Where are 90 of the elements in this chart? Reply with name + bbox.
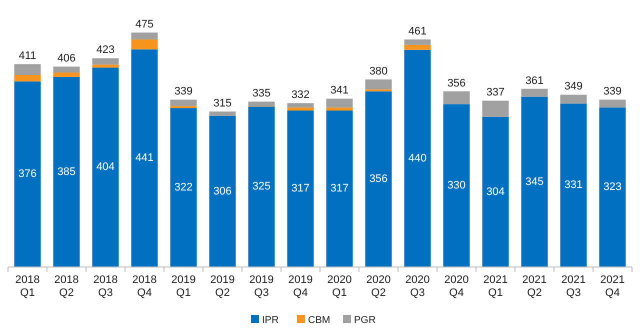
data-label: 317 [330, 182, 349, 195]
x-tick-label: 2021 Q4 [600, 274, 625, 299]
total-label: 461 [408, 25, 427, 38]
data-label: 304 [486, 186, 505, 198]
total-label: 475 [135, 18, 154, 31]
bar [599, 100, 626, 108]
bar [14, 81, 41, 267]
total-label: 406 [57, 52, 76, 65]
total-label: 339 [603, 86, 622, 98]
bar [14, 64, 41, 75]
x-tick-label: 2019 Q2 [210, 274, 235, 299]
bar [326, 110, 353, 267]
bar [365, 91, 392, 267]
bar [365, 79, 392, 90]
legend-label: CBM [308, 315, 330, 326]
bar [92, 58, 119, 65]
bar [53, 66, 80, 73]
x-tick-label: 2019 Q1 [171, 274, 196, 299]
total-label: 361 [525, 74, 544, 87]
data-label: 331 [564, 179, 583, 192]
total-label: 349 [564, 80, 583, 93]
data-label: 356 [369, 173, 388, 186]
bar [521, 96, 548, 267]
x-tick-label: 2021 Q2 [522, 274, 547, 299]
bar [287, 110, 314, 267]
x-tick-label: 2021 Q3 [561, 274, 586, 299]
bar [209, 112, 236, 116]
total-label: 337 [486, 86, 505, 99]
data-label: 323 [603, 181, 622, 194]
bar [443, 91, 470, 104]
bar [443, 104, 470, 267]
data-label: 325 [252, 180, 271, 193]
bar [404, 50, 431, 267]
data-label: 317 [291, 182, 310, 195]
bar [560, 104, 587, 267]
x-tick-label: 2019 Q3 [249, 274, 274, 299]
bar [131, 32, 158, 40]
data-label: 385 [57, 166, 76, 178]
bar [482, 116, 509, 267]
x-tick-label: 2019 Q4 [288, 274, 313, 299]
total-label: 339 [174, 86, 193, 98]
bar [131, 49, 158, 267]
data-label: 440 [408, 152, 427, 164]
total-label: 423 [96, 44, 115, 56]
x-tick-label: 2018 Q1 [15, 274, 40, 299]
bar [521, 88, 548, 97]
bar [326, 108, 353, 111]
total-label: 335 [252, 88, 271, 100]
bar [53, 76, 80, 267]
total-label: 411 [18, 50, 36, 62]
bar [92, 68, 119, 267]
bar [248, 102, 275, 106]
x-tick-label: 2018 Q3 [93, 274, 118, 299]
bar [560, 94, 587, 104]
bar [404, 39, 431, 45]
bar [482, 100, 509, 117]
data-label: 306 [213, 185, 232, 198]
total-label: 380 [369, 65, 388, 78]
bar [92, 64, 119, 68]
total-label: 315 [213, 98, 232, 110]
data-label: 376 [18, 168, 37, 180]
bar [170, 100, 197, 106]
data-label: 441 [135, 152, 154, 164]
bar [404, 44, 431, 50]
bar [287, 108, 314, 111]
x-tick-label: 2018 Q2 [54, 274, 79, 299]
total-label: 356 [447, 77, 466, 90]
bar [599, 108, 626, 267]
x-tick-label: 2021 Q1 [483, 274, 508, 299]
data-label: 322 [174, 181, 193, 194]
bar [248, 106, 275, 267]
legend-label: PGR [354, 315, 376, 326]
legend-label: IPR [262, 315, 279, 326]
bar [14, 75, 41, 82]
bar [326, 98, 353, 108]
total-label: 341 [330, 84, 349, 97]
x-tick-label: 2020 Q2 [366, 274, 391, 299]
data-label: 330 [447, 179, 466, 192]
bar [170, 108, 197, 267]
bar [53, 72, 80, 77]
x-tick-label: 2018 Q4 [132, 274, 157, 299]
bar [209, 116, 236, 267]
total-label: 332 [291, 89, 310, 102]
bar [131, 39, 158, 50]
data-label: 345 [525, 176, 544, 188]
x-tick-label: 2020 Q1 [327, 274, 352, 299]
x-tick-label: 2020 Q4 [444, 274, 469, 299]
data-label: 404 [96, 161, 115, 174]
x-tick-label: 2020 Q3 [405, 274, 430, 299]
bar [287, 103, 314, 108]
